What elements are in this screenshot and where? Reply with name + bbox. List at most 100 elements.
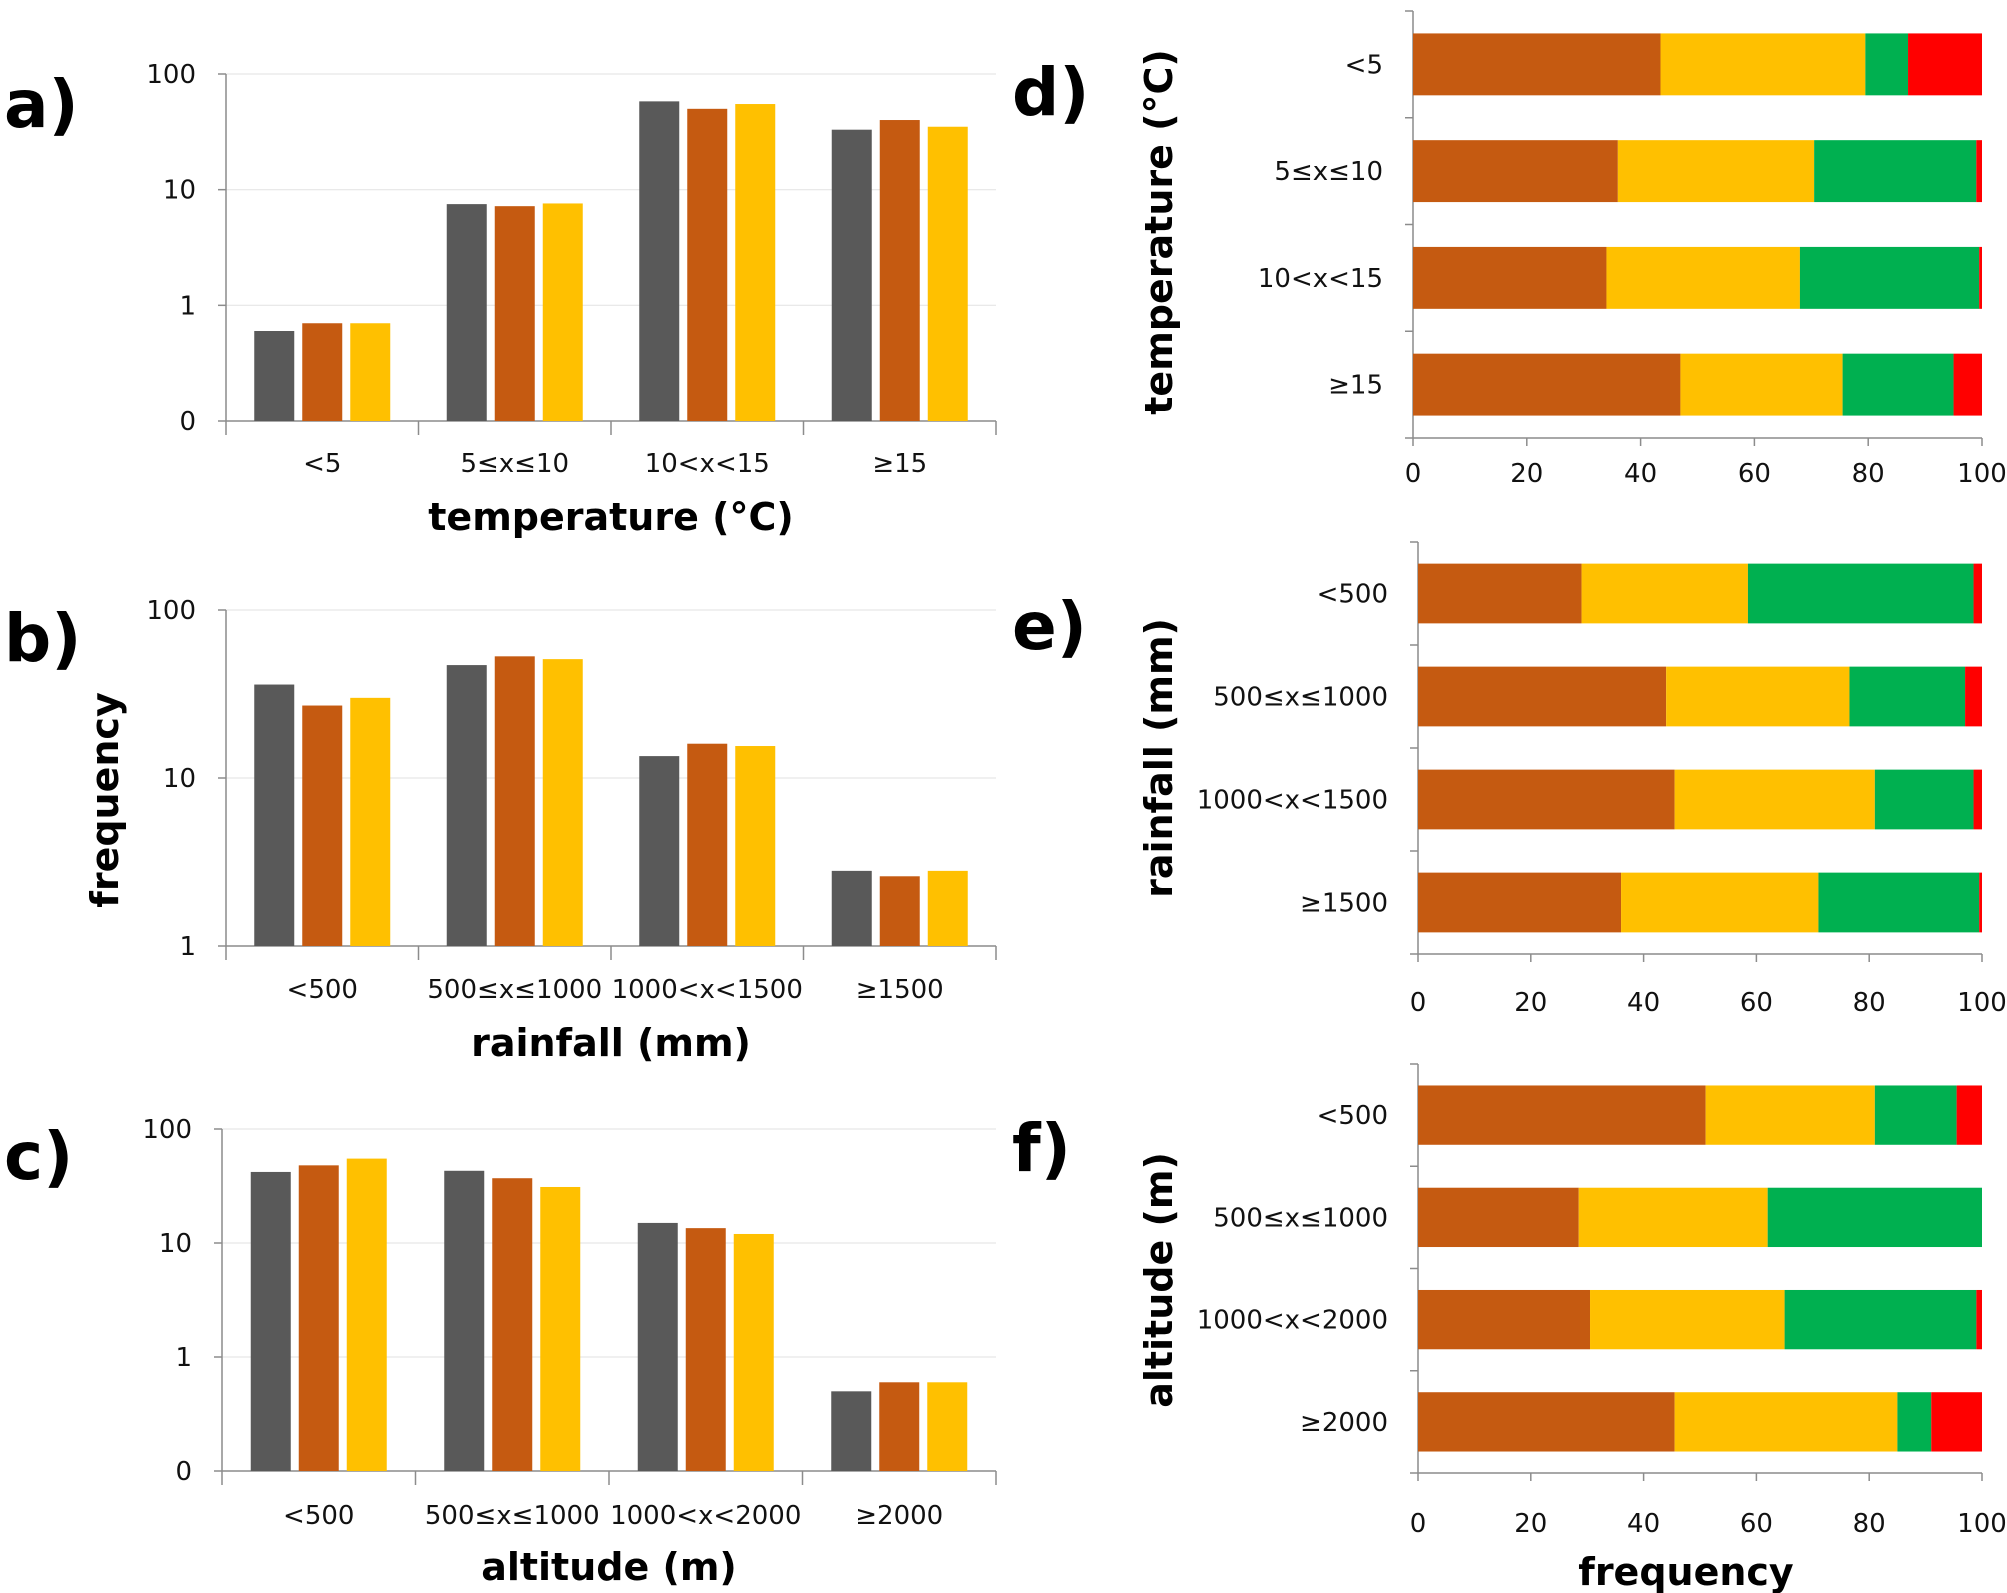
- bar: [302, 323, 343, 421]
- bar: [350, 323, 391, 421]
- stacked-segment: [1666, 666, 1850, 727]
- x-tick-label: 80: [1852, 459, 1885, 489]
- x-tick-label: 60: [1740, 1509, 1773, 1539]
- bar: [685, 1228, 726, 1471]
- x-axis-title: rainfall (mm): [471, 1021, 751, 1065]
- y-tick-label: ≥15: [1328, 371, 1383, 401]
- x-tick-label: 1000<x<2000: [610, 1501, 801, 1531]
- y-tick-label: 1: [179, 291, 196, 321]
- panel-letter: d): [1012, 54, 1089, 131]
- x-tick-label: ≥15: [872, 449, 927, 479]
- x-tick-label: 5≤x≤10: [460, 449, 569, 479]
- shared-ylabel: frequency: [83, 692, 127, 908]
- stacked-segment: [1874, 769, 1974, 830]
- stacked-segment: [1849, 666, 1966, 727]
- stacked-segment: [1973, 769, 1982, 830]
- stacked-segment: [1979, 246, 1982, 309]
- y-tick-label: <500: [1317, 580, 1388, 610]
- x-tick-label: 40: [1627, 1509, 1660, 1539]
- y-axis-title: temperature (°C): [1137, 49, 1181, 414]
- stacked-segment: [1818, 872, 1980, 933]
- bar: [927, 1382, 968, 1471]
- x-tick-label: 20: [1514, 1509, 1547, 1539]
- stacked-segment: [1784, 1289, 1977, 1350]
- x-tick-label: 1000<x<1500: [612, 975, 803, 1005]
- y-tick-label: <500: [1317, 1101, 1388, 1131]
- bar: [542, 659, 583, 946]
- bar: [831, 1391, 872, 1471]
- stacked-segment: [1413, 353, 1681, 416]
- x-tick-label: 0: [1410, 988, 1427, 1018]
- panel-letter: c): [4, 1118, 73, 1195]
- y-tick-label: 500≤x≤1000: [1213, 683, 1388, 713]
- stacked-segment: [1747, 563, 1974, 624]
- stacked-segment: [1908, 33, 1982, 96]
- panel-letter: a): [4, 66, 79, 143]
- stacked-segment: [1680, 353, 1843, 416]
- stacked-segment: [1674, 1392, 1898, 1452]
- bar: [350, 697, 391, 946]
- x-axis-title: altitude (m): [481, 1545, 737, 1589]
- bar: [540, 1186, 581, 1471]
- bar: [879, 876, 920, 946]
- y-tick-label: 5≤x≤10: [1274, 157, 1383, 187]
- bar: [302, 705, 343, 946]
- y-tick-label: <5: [1345, 50, 1383, 80]
- x-tick-label: <5: [303, 449, 341, 479]
- stacked-segment: [1413, 33, 1661, 96]
- stacked-segment: [1413, 140, 1618, 203]
- bar: [927, 870, 968, 946]
- x-tick-label: 500≤x≤1000: [425, 1501, 600, 1531]
- stacked-segment: [1956, 1085, 1982, 1145]
- bar: [735, 104, 776, 422]
- bar: [687, 743, 728, 946]
- bar: [637, 1222, 678, 1471]
- y-tick-label: 1000<x<2000: [1197, 1306, 1388, 1336]
- x-tick-label: 60: [1738, 459, 1771, 489]
- x-tick-label: <500: [283, 1501, 354, 1531]
- x-tick-label: 20: [1510, 459, 1543, 489]
- x-tick-label: 100: [1957, 988, 2007, 1018]
- stacked-segment: [1953, 353, 1982, 416]
- panel-letter: e): [1012, 588, 1087, 665]
- stacked-segment: [1418, 1187, 1579, 1248]
- stacked-segment: [1418, 1085, 1706, 1145]
- y-axis-title: rainfall (mm): [1137, 618, 1181, 898]
- x-tick-label: 100: [1957, 1509, 2007, 1539]
- stacked-segment: [1976, 140, 1982, 203]
- stacked-segment: [1973, 563, 1982, 624]
- x-tick-label: 40: [1627, 988, 1660, 1018]
- y-tick-label: 100: [146, 60, 196, 90]
- y-tick-label: 500≤x≤1000: [1213, 1203, 1388, 1233]
- stacked-segment: [1674, 769, 1875, 830]
- stacked-segment: [1418, 769, 1675, 830]
- stacked-segment: [1874, 1085, 1957, 1145]
- stacked-segment: [1705, 1085, 1875, 1145]
- bar: [639, 756, 680, 946]
- bar: [492, 1178, 533, 1471]
- stacked-segment: [1617, 140, 1815, 203]
- stacked-segment: [1865, 33, 1909, 96]
- stacked-segment: [1767, 1187, 1982, 1248]
- panel-letter: b): [4, 600, 81, 677]
- x-tick-label: ≥1500: [856, 975, 944, 1005]
- bar: [831, 129, 872, 421]
- bar: [446, 665, 487, 946]
- y-tick-label: 1: [179, 932, 196, 962]
- x-tick-label: ≥2000: [855, 1501, 943, 1531]
- bar: [639, 101, 680, 421]
- x-tick-label: 80: [1853, 988, 1886, 1018]
- y-tick-label: 100: [146, 596, 196, 626]
- stacked-segment: [1578, 1187, 1768, 1248]
- stacked-segment: [1413, 246, 1607, 309]
- stacked-segment: [1418, 563, 1582, 624]
- stacked-segment: [1418, 1289, 1591, 1350]
- bar: [254, 684, 295, 946]
- x-tick-label: 80: [1853, 1509, 1886, 1539]
- stacked-segment: [1660, 33, 1866, 96]
- stacked-segment: [1581, 563, 1748, 624]
- stacked-segment: [1842, 353, 1954, 416]
- y-tick-label: 100: [142, 1115, 192, 1145]
- y-tick-label: ≥1500: [1300, 889, 1388, 919]
- bar: [494, 206, 535, 421]
